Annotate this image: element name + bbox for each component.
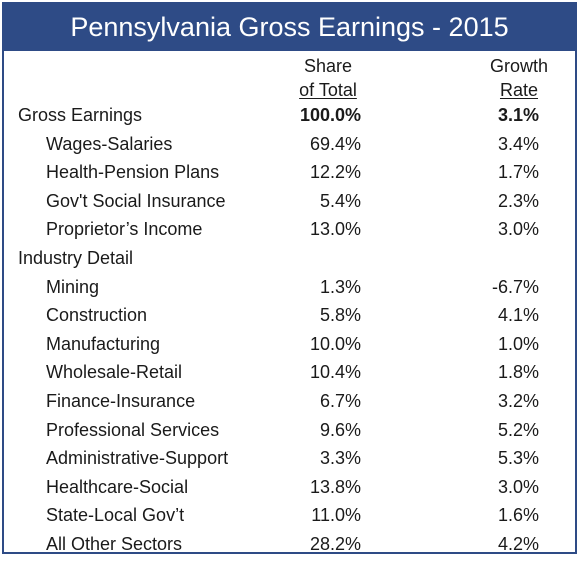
earnings-table: Pennsylvania Gross Earnings - 2015 Share… [2,2,577,554]
table-row: Professional Services 9.6% 5.2% [4,418,575,447]
row-growth: 3.2% [497,390,539,411]
row-share: 11.0% [311,505,361,526]
row-label: Wholesale-Retail [46,362,183,383]
row-share: 3.3% [319,448,361,469]
table-row: All Other Sectors 28.2% 4.2% [4,532,575,561]
row-label: Mining [46,276,100,297]
row-share: 13.8% [309,476,361,497]
row-share: 5.4% [319,190,361,211]
row-share: 12.2% [309,162,361,183]
row-label: Proprietor’s Income [46,219,203,240]
table-row: State-Local Gov’t 11.0% 1.6% [4,503,575,532]
row-growth: 2.3% [497,190,539,211]
table-row: Gov't Social Insurance 5.4% 2.3% [4,189,575,218]
row-label: Industry Detail [18,247,134,268]
growth-header-line2: Rate [499,80,539,100]
table-row-gross-earnings: Gross Earnings 100.0% 3.1% [4,103,575,132]
row-label: Wages-Salaries [46,133,173,154]
share-header-line1: Share [303,56,353,76]
section-heading-industry-detail: Industry Detail [4,246,575,275]
row-label: Finance-Insurance [46,390,196,411]
table-row: Finance-Insurance 6.7% 3.2% [4,389,575,418]
row-growth: 3.0% [497,219,539,240]
row-growth: 1.0% [497,333,539,354]
row-growth: 4.2% [497,533,539,554]
row-label: Health-Pension Plans [46,162,220,183]
row-growth: 1.7% [497,162,539,183]
row-label: Gov't Social Insurance [46,190,226,211]
row-label: State-Local Gov’t [46,505,185,526]
row-growth: 3.0% [497,476,539,497]
row-share: 1.3% [319,276,361,297]
row-label: Construction [46,305,148,326]
row-growth: 1.6% [497,505,539,526]
row-share: 28.2% [309,533,361,554]
row-label: Administrative-Support [46,448,229,469]
row-growth: 5.2% [497,419,539,440]
row-growth: -6.7% [491,276,539,297]
row-share: 10.4% [309,362,361,383]
row-growth: 5.3% [497,448,539,469]
table-row: Wages-Salaries 69.4% 3.4% [4,132,575,161]
growth-header-line1: Growth [489,56,549,76]
table-row: Administrative-Support 3.3% 5.3% [4,446,575,475]
row-label: Gross Earnings [18,105,143,125]
row-growth: 3.4% [497,133,539,154]
table-row: Health-Pension Plans 12.2% 1.7% [4,160,575,189]
table-row: Proprietor’s Income 13.0% 3.0% [4,217,575,246]
row-label: Healthcare-Social [46,476,189,497]
row-share: 13.0% [309,219,361,240]
row-share: 6.7% [319,390,361,411]
row-share: 5.8% [319,305,361,326]
table-row: Healthcare-Social 13.8% 3.0% [4,475,575,504]
row-share: 69.4% [309,133,361,154]
table-title: Pennsylvania Gross Earnings - 2015 [4,4,575,51]
row-label: Professional Services [46,419,220,440]
table-row: Manufacturing 10.0% 1.0% [4,332,575,361]
table-body: Gross Earnings 100.0% 3.1% Wages-Salarie… [4,103,575,561]
share-column-header: Share of Total [293,54,363,102]
row-growth: 1.8% [497,362,539,383]
row-share: 10.0% [309,333,361,354]
row-growth: 3.1% [497,105,539,125]
row-share: 9.6% [319,419,361,440]
row-label: Manufacturing [46,333,161,354]
row-growth: 4.1% [497,305,539,326]
table-row: Mining 1.3% -6.7% [4,275,575,304]
row-label: All Other Sectors [46,533,183,554]
row-share: 100.0% [299,105,361,125]
table-row: Construction 5.8% 4.1% [4,303,575,332]
growth-column-header: Growth Rate [479,54,559,102]
share-header-line2: of Total [299,80,357,100]
table-row: Wholesale-Retail 10.4% 1.8% [4,360,575,389]
